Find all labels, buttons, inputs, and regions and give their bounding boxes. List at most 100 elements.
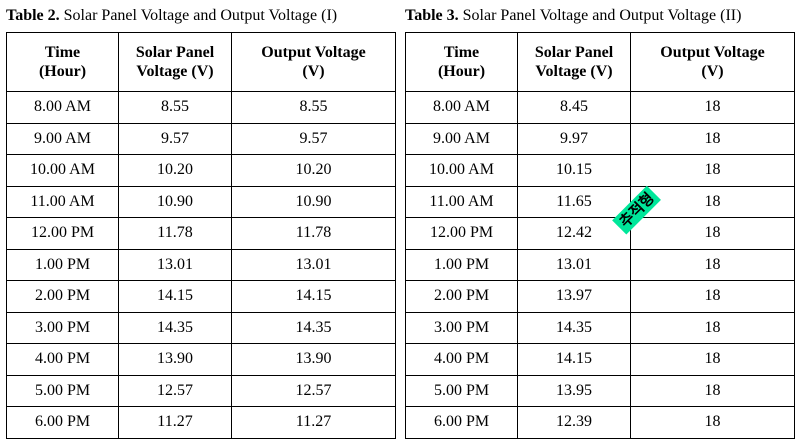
- cell-solar-voltage: 12.39: [517, 406, 631, 439]
- header-line: Voltage (V): [136, 63, 214, 80]
- cell-time: 4.00 PM: [405, 343, 518, 376]
- cell-time: 3.00 PM: [6, 311, 119, 344]
- cell-output-voltage: 11.78: [231, 217, 396, 250]
- cell-solar-voltage: 13.01: [118, 248, 232, 281]
- cell-solar-voltage: 13.95: [517, 374, 631, 407]
- table-caption: Table 3. Solar Panel Voltage and Output …: [405, 6, 794, 26]
- cell-solar-voltage: 12.57: [118, 374, 232, 407]
- header-line: Output Voltage: [261, 44, 366, 61]
- header-solar-voltage: Solar Panel Voltage (V): [517, 32, 631, 92]
- table-row: 3.00 PM 14.35 14.35: [6, 311, 396, 344]
- cell-output-voltage: 9.57: [231, 122, 396, 155]
- cell-solar-voltage: 10.20: [118, 154, 232, 187]
- cell-output-voltage: 18: [630, 217, 795, 250]
- cell-time: 10.00 AM: [405, 154, 518, 187]
- cell-output-voltage: 18: [630, 406, 795, 439]
- cell-output-voltage: 10.90: [231, 185, 396, 218]
- cell-solar-voltage: 14.15: [118, 280, 232, 313]
- table-row: 11.00 AM 10.90 10.90: [6, 185, 396, 218]
- cell-output-voltage: 18: [630, 311, 795, 344]
- cell-solar-voltage: 13.97: [517, 280, 631, 313]
- header-time: Time (Hour): [405, 32, 518, 92]
- cell-time: 8.00 AM: [405, 91, 518, 124]
- table-row: 11.00 AM 11.65 18: [405, 185, 795, 218]
- cell-output-voltage: 18: [630, 154, 795, 187]
- cell-output-voltage: 18: [630, 374, 795, 407]
- header-line: (V): [302, 63, 325, 80]
- cell-time: 6.00 PM: [405, 406, 518, 439]
- cell-solar-voltage: 11.27: [118, 406, 232, 439]
- table-row: 10.00 AM 10.15 18: [405, 154, 795, 187]
- cell-time: 11.00 AM: [6, 185, 119, 218]
- header-line: Time: [44, 44, 81, 61]
- cell-solar-voltage: 13.90: [118, 343, 232, 376]
- header-output-voltage: Output Voltage (V): [630, 32, 795, 92]
- cell-solar-voltage: 14.35: [517, 311, 631, 344]
- caption-label: Table 3.: [405, 7, 459, 24]
- header-line: Voltage (V): [535, 63, 613, 80]
- cell-time: 1.00 PM: [6, 248, 119, 281]
- cell-output-voltage: 18: [630, 248, 795, 281]
- cell-time: 6.00 PM: [6, 406, 119, 439]
- cell-solar-voltage: 14.35: [118, 311, 232, 344]
- cell-time: 10.00 AM: [6, 154, 119, 187]
- header-line: Solar Panel: [135, 44, 215, 61]
- cell-solar-voltage: 11.78: [118, 217, 232, 250]
- cell-time: 9.00 AM: [405, 122, 518, 155]
- header-time: Time (Hour): [6, 32, 119, 92]
- cell-time: 1.00 PM: [405, 248, 518, 281]
- cell-solar-voltage: 13.01: [517, 248, 631, 281]
- header-output-voltage: Output Voltage (V): [231, 32, 396, 92]
- header-line: Output Voltage: [660, 44, 765, 61]
- cell-output-voltage: 18: [630, 91, 795, 124]
- cell-output-voltage: 18: [630, 280, 795, 313]
- header-row: Time (Hour) Solar Panel Voltage (V) Output…: [6, 32, 396, 92]
- header-line: (V): [701, 63, 724, 80]
- cell-time: 5.00 PM: [405, 374, 518, 407]
- table-row: 1.00 PM 13.01 18: [405, 248, 795, 281]
- table-row: 2.00 PM 13.97 18: [405, 280, 795, 313]
- table-row: 1.00 PM 13.01 13.01: [6, 248, 396, 281]
- table-row: 5.00 PM 12.57 12.57: [6, 374, 396, 407]
- cell-solar-voltage: 11.65: [517, 185, 631, 218]
- cell-solar-voltage: 10.90: [118, 185, 232, 218]
- caption-text: Solar Panel Voltage and Output Voltage (…: [462, 7, 742, 24]
- table-row: 4.00 PM 14.15 18: [405, 343, 795, 376]
- table-row: 9.00 AM 9.97 18: [405, 122, 795, 155]
- cell-solar-voltage: 12.42: [517, 217, 631, 250]
- caption-text: Solar Panel Voltage and Output Voltage (…: [63, 7, 338, 24]
- cell-time: 2.00 PM: [6, 280, 119, 313]
- table-caption: Table 2. Solar Panel Voltage and Output …: [6, 6, 395, 26]
- cell-solar-voltage: 9.97: [517, 122, 631, 155]
- table-row: 8.00 AM 8.55 8.55: [6, 91, 396, 124]
- cell-time: 9.00 AM: [6, 122, 119, 155]
- cell-output-voltage: 18: [630, 343, 795, 376]
- cell-solar-voltage: 10.15: [517, 154, 631, 187]
- header-solar-voltage: Solar Panel Voltage (V): [118, 32, 232, 92]
- cell-solar-voltage: 8.55: [118, 91, 232, 124]
- header-line: (Hour): [38, 63, 87, 80]
- header-line: Solar Panel: [534, 44, 614, 61]
- cell-solar-voltage: 9.57: [118, 122, 232, 155]
- cell-output-voltage: 14.15: [231, 280, 396, 313]
- data-table: Time (Hour) Solar Panel Voltage (V) Output…: [405, 32, 795, 439]
- cell-output-voltage: 10.20: [231, 154, 396, 187]
- cell-solar-voltage: 8.45: [517, 91, 631, 124]
- table-row: 5.00 PM 13.95 18: [405, 374, 795, 407]
- cell-output-voltage: 18: [630, 122, 795, 155]
- cell-time: 3.00 PM: [405, 311, 518, 344]
- table-row: 9.00 AM 9.57 9.57: [6, 122, 396, 155]
- table-row: 12.00 PM 12.42 18: [405, 217, 795, 250]
- cell-output-voltage: 8.55: [231, 91, 396, 124]
- cell-solar-voltage: 14.15: [517, 343, 631, 376]
- table-row: 10.00 AM 10.20 10.20: [6, 154, 396, 187]
- cell-time: 12.00 PM: [6, 217, 119, 250]
- cell-output-voltage: 13.01: [231, 248, 396, 281]
- cell-time: 2.00 PM: [405, 280, 518, 313]
- table-row: 12.00 PM 11.78 11.78: [6, 217, 396, 250]
- cell-time: 5.00 PM: [6, 374, 119, 407]
- table-row: 3.00 PM 14.35 18: [405, 311, 795, 344]
- cell-output-voltage: 11.27: [231, 406, 396, 439]
- cell-output-voltage: 12.57: [231, 374, 396, 407]
- header-row: Time (Hour) Solar Panel Voltage (V) Output…: [405, 32, 795, 92]
